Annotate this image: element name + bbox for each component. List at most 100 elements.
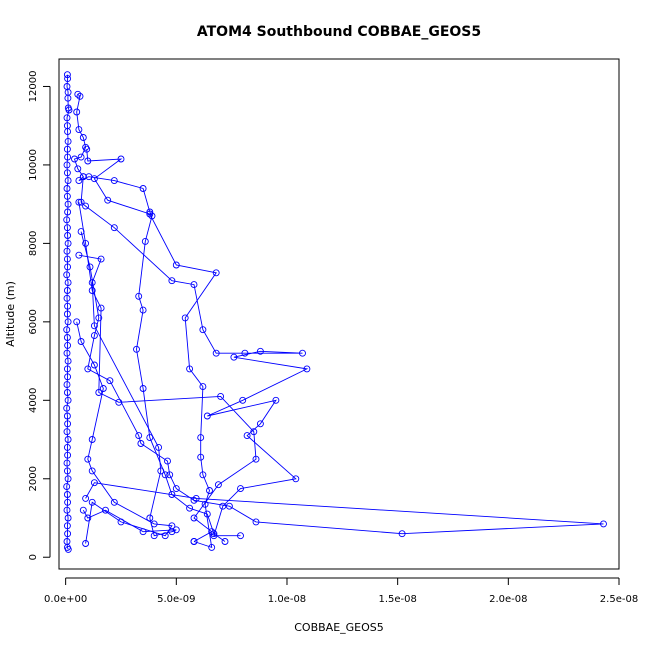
- chart-title: ATOM4 Southbound COBBAE_GEOS5: [197, 24, 481, 40]
- data-point: [88, 467, 96, 475]
- data-point: [64, 153, 72, 161]
- y-tick-label: 8000: [28, 231, 39, 256]
- data-point: [157, 467, 165, 475]
- data-point: [84, 157, 92, 165]
- data-point: [84, 455, 92, 463]
- data-point: [135, 432, 143, 440]
- data-point: [64, 128, 72, 136]
- data-point: [88, 498, 96, 506]
- plot-frame: [58, 58, 620, 570]
- data-point: [63, 145, 71, 153]
- data-point: [146, 210, 154, 218]
- data-point: [64, 530, 72, 538]
- data-point: [155, 443, 163, 451]
- data-point: [139, 185, 147, 192]
- data-point: [77, 198, 85, 206]
- series-7: [75, 251, 180, 540]
- series-line: [78, 254, 177, 537]
- data-point: [292, 475, 300, 483]
- data-point: [63, 287, 71, 294]
- data-point: [104, 196, 112, 204]
- series-line: [73, 93, 226, 542]
- series-layer: [63, 71, 607, 553]
- data-point: [398, 530, 406, 538]
- series-1: [63, 71, 73, 553]
- data-point: [212, 349, 220, 357]
- data-point: [150, 520, 158, 528]
- y-axis-label: Altitude (m): [4, 281, 17, 347]
- data-point: [90, 479, 98, 487]
- data-point: [63, 412, 71, 420]
- series-line: [66, 74, 70, 550]
- data-point: [63, 224, 71, 232]
- data-point: [237, 485, 244, 493]
- data-point: [230, 353, 238, 361]
- data-point: [250, 428, 258, 436]
- data-point: [146, 434, 154, 442]
- data-point: [64, 200, 72, 208]
- data-point: [168, 277, 176, 285]
- data-point: [79, 134, 87, 141]
- data-point: [75, 177, 83, 185]
- y-tick-label: 12000: [28, 71, 39, 103]
- data-point: [64, 279, 72, 287]
- data-point: [110, 177, 118, 185]
- data-point: [63, 467, 71, 475]
- data-point: [190, 281, 198, 289]
- data-point: [64, 318, 72, 326]
- data-point: [77, 228, 85, 236]
- data-point: [252, 518, 260, 526]
- data-point: [64, 451, 72, 459]
- data-point: [63, 483, 71, 491]
- data-point: [64, 137, 72, 145]
- data-point: [137, 440, 145, 447]
- data-point: [192, 494, 200, 502]
- data-point: [75, 126, 83, 134]
- data-point: [186, 365, 194, 373]
- data-point: [77, 153, 85, 161]
- x-tick-label: 2.5e-08: [600, 594, 638, 605]
- data-point: [201, 500, 209, 508]
- data-point: [110, 224, 118, 232]
- y-tick-label: 2000: [28, 466, 39, 491]
- data-point: [63, 114, 71, 122]
- data-point: [74, 90, 82, 98]
- data-point: [190, 496, 198, 504]
- data-point: [190, 538, 198, 545]
- data-point: [82, 202, 90, 210]
- data-point: [256, 347, 264, 355]
- data-point: [221, 538, 229, 545]
- y-tick-label: 6000: [28, 309, 39, 334]
- data-point: [64, 373, 72, 381]
- data-point: [117, 155, 125, 163]
- data-point: [90, 361, 98, 369]
- data-point: [64, 545, 72, 553]
- data-point: [83, 145, 91, 153]
- series-8: [73, 318, 176, 547]
- data-point: [65, 106, 73, 114]
- data-point: [64, 232, 72, 239]
- data-point: [95, 314, 103, 322]
- data-point: [115, 398, 123, 406]
- data-point: [117, 518, 125, 526]
- data-point: [199, 383, 207, 391]
- data-point: [197, 453, 205, 461]
- data-point: [63, 506, 71, 514]
- data-point: [199, 471, 207, 479]
- data-point: [172, 526, 180, 534]
- data-point: [97, 255, 105, 263]
- data-point: [139, 306, 147, 314]
- series-3: [83, 145, 220, 551]
- data-point: [63, 365, 71, 373]
- data-point: [95, 389, 103, 396]
- data-point: [190, 514, 198, 522]
- data-point: [63, 169, 71, 177]
- data-point: [64, 239, 72, 247]
- data-point: [63, 522, 71, 530]
- data-point: [63, 255, 71, 263]
- data-point: [210, 532, 218, 540]
- data-point: [63, 459, 71, 467]
- data-point: [90, 332, 98, 340]
- series-4: [77, 173, 311, 540]
- data-point: [146, 208, 154, 216]
